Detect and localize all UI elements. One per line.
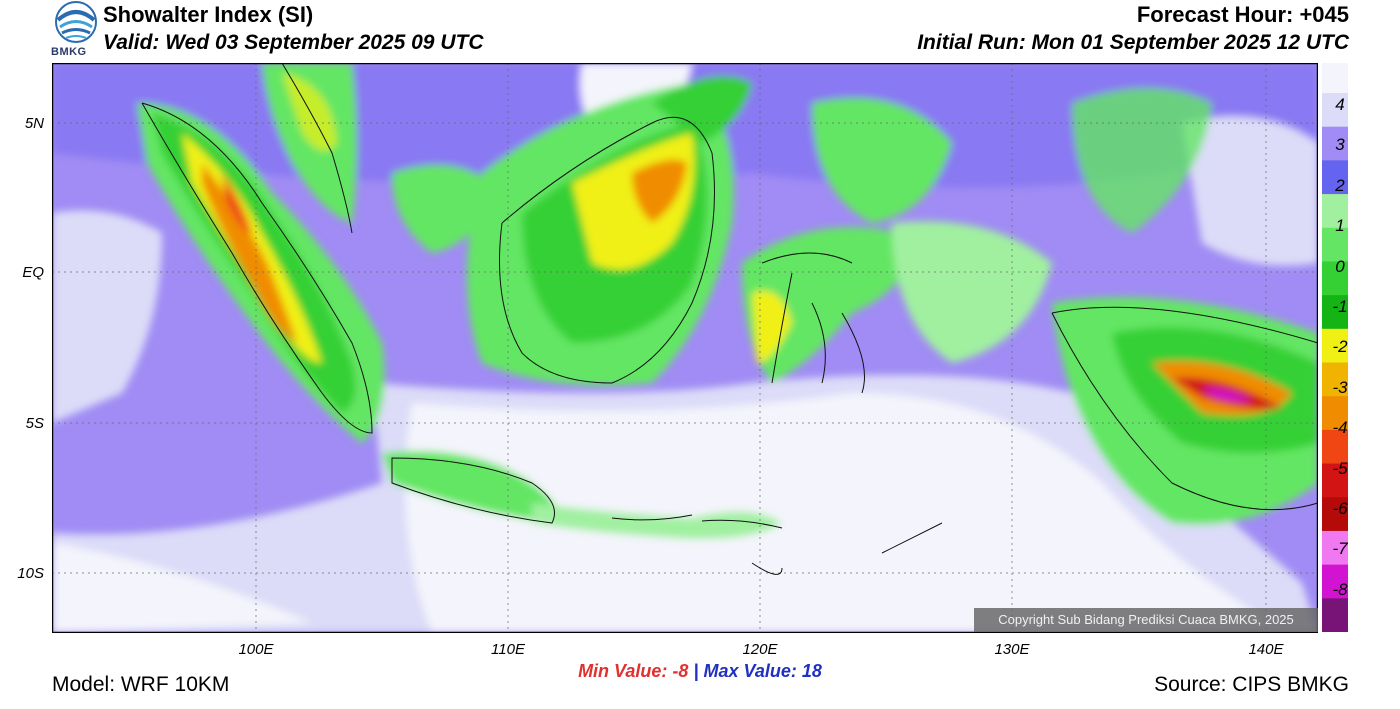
legend-swatch xyxy=(1322,463,1348,498)
graticule xyxy=(52,63,1318,633)
model-label: Model: WRF 10KM xyxy=(52,673,230,696)
legend-swatch xyxy=(1322,429,1348,465)
legend-label: 0 xyxy=(1335,256,1345,276)
max-value: 18 xyxy=(801,661,822,681)
legend-swatch xyxy=(1322,126,1348,161)
legend-swatch xyxy=(1322,598,1348,632)
legend-swatch xyxy=(1322,530,1348,566)
bmkg-logo xyxy=(52,0,100,62)
legend-swatch xyxy=(1322,63,1348,94)
lat-label-eq: EQ xyxy=(22,264,44,281)
legend-swatch xyxy=(1322,396,1348,431)
separator: | xyxy=(693,661,699,681)
lat-label-10s: 10S xyxy=(17,565,44,582)
legend-swatch xyxy=(1322,160,1348,195)
lon-label-120e: 120E xyxy=(742,641,778,658)
min-value: -8 xyxy=(672,661,689,681)
initial-run: Initial Run: Mon 01 September 2025 12 UT… xyxy=(917,31,1349,54)
max-label: Max Value: xyxy=(703,661,797,681)
lon-label-130e: 130E xyxy=(994,641,1030,658)
showalter-map xyxy=(52,63,1318,633)
legend-label: 4 xyxy=(1335,95,1345,114)
lon-label-140e: 140E xyxy=(1248,641,1284,658)
legend-swatch xyxy=(1322,194,1348,229)
legend-label: -4 xyxy=(1332,418,1348,438)
valid-time: Valid: Wed 03 September 2025 09 UTC xyxy=(103,31,484,54)
logo-text: BMKG xyxy=(51,46,87,58)
copyright-notice: Copyright Sub Bidang Prediksi Cuaca BMKG… xyxy=(974,608,1318,632)
legend-swatch xyxy=(1322,564,1348,599)
legend-swatch xyxy=(1322,497,1348,532)
coastlines xyxy=(141,63,1318,575)
legend-label: -2 xyxy=(1332,337,1348,357)
legend-label: -1 xyxy=(1332,297,1348,316)
si-field xyxy=(52,63,1318,633)
legend-swatch xyxy=(1322,261,1348,296)
legend-swatch xyxy=(1322,362,1348,397)
min-max-values: Min Value: -8 | Max Value: 18 xyxy=(0,661,1400,682)
legend-label: 1 xyxy=(1335,216,1345,236)
lon-label-100e: 100E xyxy=(238,641,274,658)
source-label: Source: CIPS BMKG xyxy=(1154,673,1349,696)
lat-label-5s: 5S xyxy=(25,415,44,432)
legend-label: 3 xyxy=(1335,135,1345,155)
legend-label: -6 xyxy=(1332,499,1348,518)
color-legend xyxy=(1322,63,1348,632)
legend-label: -5 xyxy=(1332,458,1348,478)
min-label: Min Value: xyxy=(578,661,668,681)
legend-swatch xyxy=(1322,328,1348,363)
map-title: Showalter Index (SI) xyxy=(103,2,314,27)
lat-label-5n: 5N xyxy=(24,115,44,132)
legend-label: 2 xyxy=(1335,175,1345,195)
legend-swatch xyxy=(1322,295,1348,330)
legend-label: -8 xyxy=(1332,579,1348,599)
legend-label: -7 xyxy=(1332,539,1348,559)
forecast-hour: Forecast Hour: +045 xyxy=(1136,2,1349,27)
legend-label: -3 xyxy=(1332,377,1348,397)
legend-swatch xyxy=(1322,227,1348,262)
legend-swatch xyxy=(1322,93,1348,128)
lon-label-110e: 110E xyxy=(491,641,525,658)
